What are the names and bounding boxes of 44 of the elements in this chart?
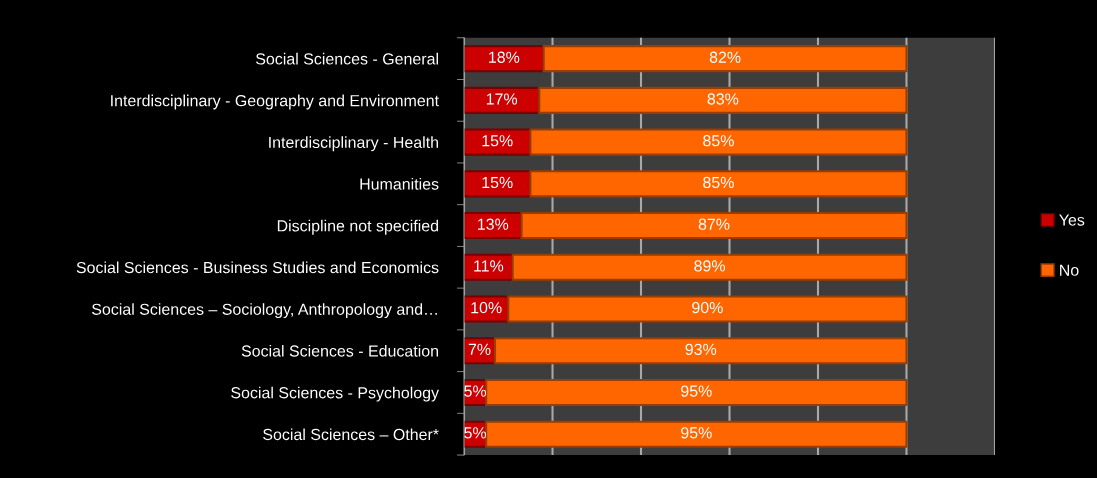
bar	[485, 420, 908, 448]
data-label: 90%	[692, 301, 723, 314]
data-label: 11%	[474, 260, 504, 272]
bar	[538, 86, 908, 114]
bar	[529, 128, 908, 156]
data-label: 5%	[464, 385, 487, 397]
data-label: 85%	[703, 176, 734, 189]
data-label: 5%	[464, 427, 487, 439]
y-tick-label: Social Sciences – Other*	[263, 428, 439, 441]
data-label: 93%	[685, 343, 717, 356]
y-tick-label: Social Sciences – Sociology, Anthropology and…	[92, 303, 437, 319]
bar	[464, 86, 541, 114]
data-label: 15%	[482, 176, 513, 189]
bar	[529, 170, 908, 198]
data-label: 7%	[468, 343, 491, 355]
y-tick-label: Social Sciences - Education	[241, 344, 438, 357]
data-label: 17%	[486, 93, 518, 105]
data-label: 89%	[694, 260, 726, 272]
data-label: 87%	[698, 218, 730, 230]
legend-label: Yes	[1059, 214, 1085, 226]
data-label: 18%	[489, 51, 520, 63]
bar	[511, 253, 908, 281]
legend-label: No	[1060, 264, 1079, 276]
y-tick-label: Social Sciences - General	[256, 52, 438, 65]
data-label: 13%	[478, 218, 509, 230]
y-tick-label: Social Sciences - Psychology	[231, 386, 440, 402]
data-label: 85%	[703, 135, 734, 147]
y-tick-label: Social Sciences - Business Studies and Economics	[76, 261, 439, 274]
y-tick-label: Humanities	[360, 178, 439, 190]
y-tick-label: Interdisciplinary - Health	[269, 136, 438, 152]
bar	[507, 295, 908, 323]
data-label: 15%	[482, 135, 513, 147]
bar	[520, 211, 908, 240]
bar	[464, 45, 545, 73]
bar	[542, 45, 908, 73]
data-label: 95%	[681, 427, 712, 439]
y-tick-label: Discipline not specified	[277, 219, 439, 235]
bar	[493, 337, 908, 365]
data-label: 82%	[709, 51, 741, 63]
bar	[485, 378, 908, 407]
data-label: 10%	[471, 301, 502, 314]
data-label: 83%	[707, 93, 739, 105]
y-tick-label: Interdisciplinary - Geography and Environment	[111, 94, 439, 110]
data-label: 95%	[681, 385, 712, 397]
